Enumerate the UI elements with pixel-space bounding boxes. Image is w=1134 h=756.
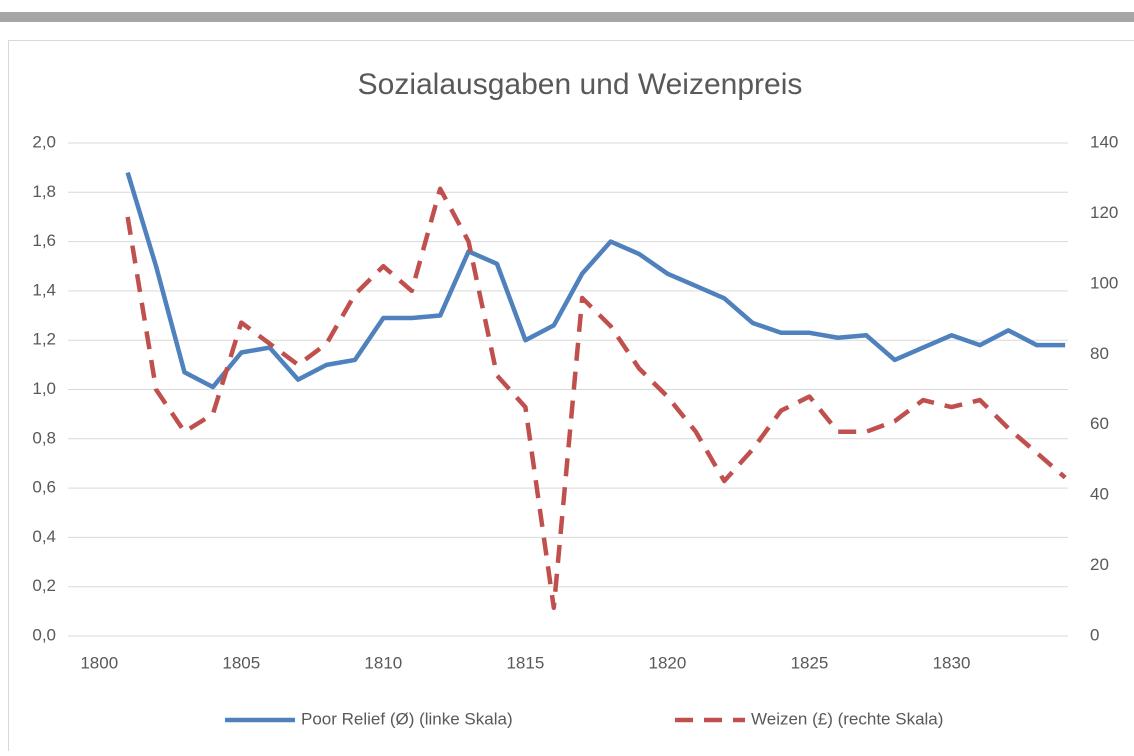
x-tick-label: 1810 (364, 653, 402, 672)
y2-tick-label: 120 (1090, 203, 1118, 222)
legend-label: Weizen (£) (rechte Skala) (751, 709, 943, 728)
y2-tick-label: 140 (1090, 132, 1118, 151)
y-tick-label: 0,0 (32, 625, 56, 644)
y2-tick-label: 80 (1090, 344, 1109, 363)
x-tick-label: 1815 (506, 653, 544, 672)
y-tick-label: 0,6 (32, 478, 56, 497)
y2-tick-label: 60 (1090, 414, 1109, 433)
x-tick-label: 1825 (791, 653, 829, 672)
y-tick-label: 0,2 (32, 576, 56, 595)
x-tick-label: 1820 (649, 653, 687, 672)
y-tick-label: 1,4 (32, 280, 56, 299)
y-tick-label: 0,4 (32, 527, 56, 546)
x-tick-label: 1805 (222, 653, 260, 672)
top-bar (0, 12, 1134, 22)
y2-tick-label: 20 (1090, 555, 1109, 574)
y-tick-label: 1,0 (32, 379, 56, 398)
y2-tick-label: 100 (1090, 273, 1118, 292)
y-tick-label: 1,6 (32, 231, 56, 250)
chart-frame (9, 41, 1134, 752)
legend-label: Poor Relief (Ø) (linke Skala) (301, 709, 513, 728)
y2-tick-label: 0 (1090, 625, 1099, 644)
chart-title: Sozialausgaben und Weizenpreis (358, 68, 803, 101)
y-tick-label: 1,2 (32, 330, 56, 349)
y-tick-label: 1,8 (32, 182, 56, 201)
y2-tick-label: 40 (1090, 485, 1109, 504)
y-tick-label: 2,0 (32, 132, 56, 151)
x-tick-label: 1830 (933, 653, 971, 672)
y-tick-label: 0,8 (32, 428, 56, 447)
x-tick-label: 1800 (80, 653, 118, 672)
